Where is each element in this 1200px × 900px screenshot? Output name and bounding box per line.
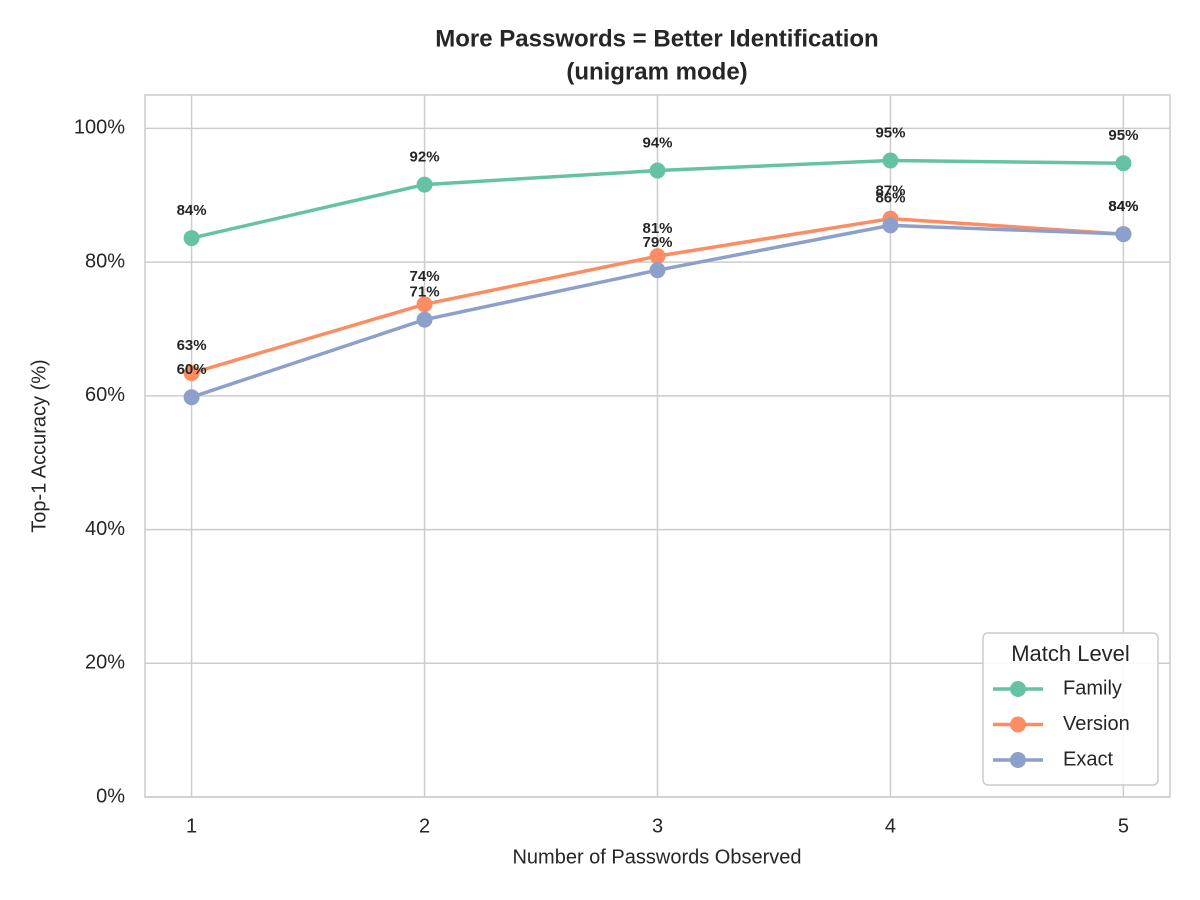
data-point xyxy=(1115,226,1132,243)
plot-frame xyxy=(144,94,1171,798)
legend-marker xyxy=(1010,752,1026,768)
legend-label: Family xyxy=(1063,677,1122,699)
data-point xyxy=(183,230,200,247)
data-label: 74% xyxy=(410,268,440,285)
data-label: 94% xyxy=(642,135,672,152)
data-label: 95% xyxy=(1108,127,1138,144)
data-point xyxy=(649,262,666,279)
data-label: 87% xyxy=(875,183,905,200)
x-tick-label: 5 xyxy=(1118,815,1129,837)
data-point xyxy=(416,296,433,313)
legend-title: Match Level xyxy=(1011,641,1130,666)
data-label: 81% xyxy=(642,220,672,237)
data-label: 63% xyxy=(177,337,207,354)
data-point xyxy=(882,152,899,169)
y-tick-label: 80% xyxy=(85,250,125,272)
data-label: 84% xyxy=(177,202,207,219)
data-point xyxy=(416,176,433,193)
y-tick-label: 20% xyxy=(85,652,125,674)
x-tick-label: 1 xyxy=(186,815,197,837)
x-tick-label: 2 xyxy=(419,815,430,837)
x-tick-label: 3 xyxy=(652,815,663,837)
y-tick-label: 100% xyxy=(74,117,125,139)
data-point xyxy=(649,248,666,265)
legend-label: Exact xyxy=(1063,748,1113,770)
data-label: 86% xyxy=(875,189,905,206)
data-label: 60% xyxy=(177,361,207,378)
x-tick-label: 4 xyxy=(885,815,896,837)
legend-label: Version xyxy=(1063,713,1130,735)
data-point xyxy=(882,217,899,234)
data-point xyxy=(649,162,666,179)
data-point xyxy=(183,389,200,406)
legend-marker xyxy=(1010,716,1026,733)
data-point xyxy=(183,365,200,382)
x-axis-label: Number of Passwords Observed xyxy=(512,846,801,868)
chart-subtitle: (unigram mode) xyxy=(566,58,747,85)
data-point xyxy=(416,311,433,328)
data-label: 92% xyxy=(410,149,440,166)
data-label: 79% xyxy=(642,234,672,251)
legend-marker xyxy=(1010,681,1026,697)
data-point xyxy=(1115,155,1132,172)
y-tick-label: 60% xyxy=(85,384,125,406)
y-tick-label: 0% xyxy=(96,785,125,807)
data-label: 71% xyxy=(410,284,440,301)
data-label: 84% xyxy=(1108,198,1138,215)
legend-box xyxy=(982,632,1159,786)
data-label: 84% xyxy=(1108,198,1138,215)
y-axis-label: Top-1 Accuracy (%) xyxy=(28,359,50,532)
data-label: 95% xyxy=(875,124,905,141)
y-tick-label: 40% xyxy=(85,518,125,540)
chart-title: More Passwords = Better Identification xyxy=(435,25,878,52)
